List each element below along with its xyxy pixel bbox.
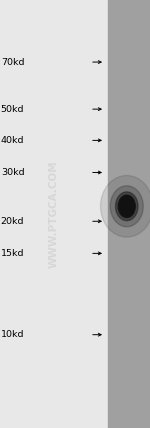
- Text: 40kd: 40kd: [1, 136, 24, 145]
- Text: 70kd: 70kd: [1, 57, 24, 67]
- Bar: [108, 0, 150, 428]
- Ellipse shape: [110, 186, 143, 227]
- Text: 30kd: 30kd: [1, 168, 24, 177]
- Ellipse shape: [116, 192, 138, 221]
- Ellipse shape: [119, 196, 134, 217]
- Text: WWW.PTGCA.COM: WWW.PTGCA.COM: [49, 160, 59, 268]
- Text: 10kd: 10kd: [1, 330, 24, 339]
- Text: 50kd: 50kd: [1, 104, 24, 114]
- Text: 15kd: 15kd: [1, 249, 24, 258]
- Ellipse shape: [118, 195, 135, 217]
- Text: 20kd: 20kd: [1, 217, 24, 226]
- Ellipse shape: [100, 175, 150, 237]
